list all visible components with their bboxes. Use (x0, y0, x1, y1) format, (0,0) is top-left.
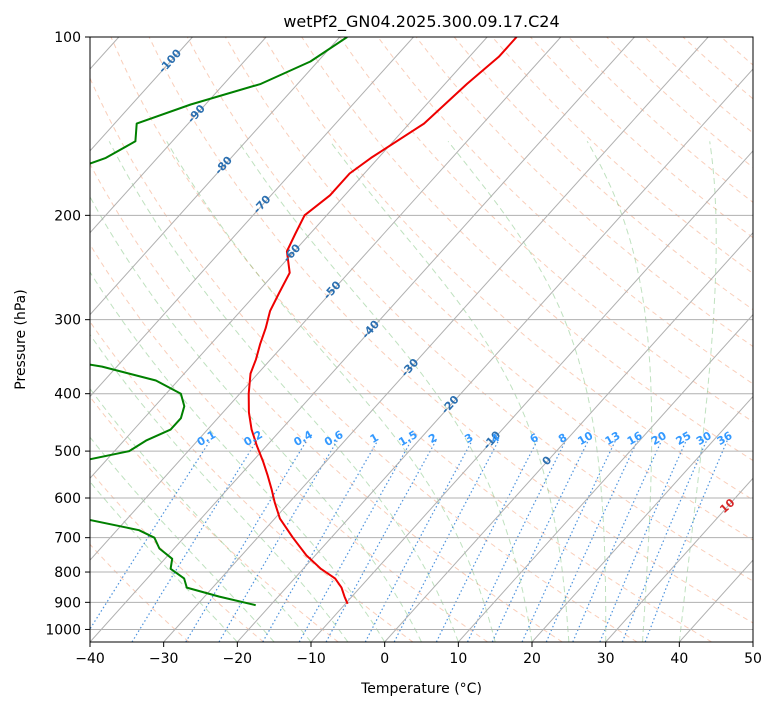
isotherm-11 (90, 37, 635, 642)
mixing-ratio-line-1 (131, 440, 258, 642)
dry-adiabats (90, 37, 753, 642)
isotherm-5 (90, 37, 193, 152)
mixing-ratio-line-2 (185, 440, 308, 642)
isotherm-10 (90, 37, 562, 561)
dry-adiabat-5 (90, 162, 563, 642)
mixing-ratio-line-10 (466, 440, 567, 642)
y-tick-label-9: 1000 (45, 622, 81, 638)
y-axis-label: Pressure (hPa) (13, 289, 29, 389)
x-tick-label-9: 50 (744, 651, 762, 667)
mixing-ratio-line-3 (218, 440, 338, 642)
mixing-ratio-line-12 (521, 440, 617, 642)
dry-adiabat-14 (377, 37, 753, 385)
dry-adiabat-11 (263, 37, 753, 501)
y-tick-label-0: 100 (54, 30, 81, 46)
mixing-ratio-line-14 (572, 440, 663, 642)
dry-adiabat-6 (90, 76, 638, 642)
isobar-grid (90, 37, 753, 630)
isotherm-18 (605, 477, 753, 642)
isotherm-12 (163, 37, 709, 642)
isotherm-9 (90, 37, 488, 480)
isotherm-16 (457, 313, 753, 642)
isotherm-14 (310, 150, 753, 642)
dry-adiabat-10 (224, 37, 753, 541)
dry-adiabat-1 (90, 470, 264, 642)
x-tick-label-2: −20 (223, 651, 253, 667)
y-tick-label-1: 200 (54, 208, 81, 224)
y-tick-label-4: 500 (54, 444, 81, 460)
y-tick-label-8: 900 (54, 595, 81, 611)
dry-adiabat-9 (186, 37, 753, 582)
x-axis-ticks: −40 −30 −20 −10 0 10 20 30 40 50 (75, 642, 762, 667)
x-axis-label: Temperature (°C) (360, 681, 482, 697)
x-tick-label-0: −40 (75, 651, 105, 667)
mixing-ratio-line-9 (435, 440, 538, 642)
series-line-0 (247, 37, 518, 605)
isotherm-13 (236, 68, 753, 642)
y-tick-label-7: 800 (54, 565, 81, 581)
isotherm-17 (531, 395, 753, 642)
isotherm-grid (90, 37, 753, 642)
isotherm-7 (90, 37, 341, 316)
x-tick-label-5: 10 (449, 651, 467, 667)
dry-adiabat-12 (301, 37, 753, 462)
mixing-ratio-lines (90, 440, 728, 642)
y-tick-label-6: 700 (54, 531, 81, 547)
x-tick-label-4: 0 (380, 651, 389, 667)
x-tick-label-8: 40 (670, 651, 688, 667)
series-line-1 (90, 37, 348, 607)
isotherm-8 (90, 37, 414, 398)
mixing-ratio-line-0 (90, 440, 211, 631)
chart-title: wetPf2_GN04.2025.300.09.17.C24 (283, 12, 559, 32)
isotherm-6 (90, 37, 267, 234)
x-tick-label-6: 20 (523, 651, 541, 667)
dry-adiabat-15 (415, 37, 753, 348)
isotherm-15 (384, 231, 753, 642)
mixing-ratio-line-5 (298, 440, 412, 642)
x-tick-label-7: 30 (597, 651, 615, 667)
dry-adiabat-7 (110, 37, 712, 642)
y-tick-label-5: 600 (54, 491, 81, 507)
y-tick-label-3: 400 (54, 387, 81, 403)
dry-adiabat-8 (148, 37, 753, 624)
x-tick-label-1: −30 (149, 651, 179, 667)
x-tick-label-3: −10 (296, 651, 326, 667)
profile-lines (90, 37, 518, 607)
dry-adiabat-4 (90, 243, 488, 642)
mixing-ratio-line-4 (262, 440, 379, 642)
mixing-ratio-line-6 (325, 440, 437, 642)
mixing-ratio-line-15 (599, 440, 687, 642)
plot-area: -100-90-80-70-60-50-40-30-20-1000.1 0.2 0.… (90, 37, 753, 642)
y-axis-ticks: 100 200 300 400 500 600 700 800 900 1000 (45, 30, 90, 638)
plot-frame (89, 36, 754, 643)
y-tick-label-2: 300 (54, 313, 81, 329)
mixing-ratio-line-13 (545, 440, 639, 642)
